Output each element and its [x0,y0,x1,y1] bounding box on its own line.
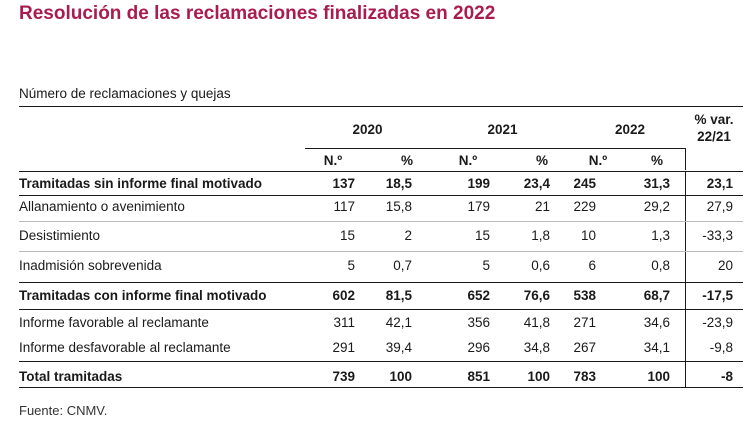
cell-pct-2021: 41,8 [523,315,550,330]
row-label: Inadmisión sobrevenida [19,258,162,273]
row-label: Total tramitadas [19,369,123,384]
row-label: Allanamiento o avenimiento [19,199,185,214]
cell-pct-2021: 1,8 [531,228,550,243]
var-column-separator [685,311,686,336]
cell-n-2021: 652 [467,288,490,303]
row-separator-rule [19,195,743,196]
cell-pct-2020: 18,5 [385,176,412,191]
var-column-separator [685,224,686,254]
var-column-separator [685,284,686,311]
table-subtitle: Número de reclamaciones y quejas [19,86,231,101]
cell-n-2020: 291 [332,340,355,355]
cell-pct-2021: 0,6 [531,258,550,273]
cell-n-2021: 851 [467,369,490,384]
row-label: Tramitadas con informe final motivado [19,288,267,303]
cell-pct-2022: 1,3 [651,228,670,243]
row-separator-rule [19,361,743,362]
cell-pct-2021: 34,8 [523,340,550,355]
subheader-pct-2022: % [650,153,663,168]
cell-n-2021: 179 [467,199,490,214]
cell-n-2020: 5 [347,258,355,273]
cell-n-2022: 783 [573,369,596,384]
cell-n-2020: 311 [333,315,355,330]
row-label: Informe favorable al reclamante [19,315,209,330]
cell-pct-2020: 39,4 [385,340,412,355]
cell-var-22-21: -8 [720,369,733,384]
var-column-separator [685,365,686,387]
cell-n-2022: 229 [573,199,596,214]
cell-pct-2020: 15,8 [385,199,412,214]
cell-pct-2021: 21 [534,199,550,214]
cell-n-2021: 199 [467,176,490,191]
cell-pct-2020: 42,1 [385,315,412,330]
cell-pct-2022: 31,3 [643,176,670,191]
cell-n-2022: 6 [588,258,596,273]
cell-pct-2022: 34,1 [643,340,670,355]
source-note: Fuente: CNMV. [19,403,108,418]
cell-n-2020: 602 [332,288,355,303]
cell-n-2021: 5 [482,258,490,273]
row-separator-rule [19,282,743,283]
cell-pct-2020: 81,5 [385,288,412,303]
cell-pct-2021: 23,4 [523,176,550,191]
header-bottom-rule [19,171,743,172]
cell-pct-2022: 100 [647,369,670,384]
cell-n-2021: 15 [474,228,490,243]
cell-n-2022: 245 [573,176,596,191]
subheader-pct-2020: % [400,153,413,168]
page-title: Resolución de las reclamaciones finaliza… [19,3,496,24]
cell-var-22-21: -23,9 [702,315,733,330]
var-column-separator [685,172,686,195]
var-column-separator [685,195,686,224]
cell-pct-2022: 0,8 [651,258,670,273]
cell-pct-2021: 76,6 [523,288,550,303]
cell-n-2021: 356 [467,315,490,330]
cell-n-2020: 117 [333,199,355,214]
cell-n-2022: 267 [573,340,596,355]
subheader-n-2022: N.º [588,153,608,168]
var-column-separator [685,254,686,284]
cell-pct-2021: 100 [527,369,550,384]
var-column-separator [685,336,686,365]
table-top-rule [19,106,743,107]
row-label: Tramitadas sin informe final motivado [19,176,263,191]
year-header-2021: 2021 [487,122,518,137]
cell-n-2020: 137 [332,176,355,191]
row-label: Informe desfavorable al reclamante [19,340,231,355]
cell-n-2022: 538 [573,288,596,303]
row-separator-rule [19,251,743,252]
cell-n-2022: 10 [580,228,596,243]
cell-var-22-21: -17,5 [702,288,733,303]
cell-pct-2022: 68,7 [643,288,670,303]
var-column-separator [685,148,686,170]
cell-n-2022: 271 [573,315,596,330]
row-separator-rule [19,309,743,310]
years-underline [305,148,685,149]
cell-pct-2020: 100 [389,369,412,384]
cell-var-22-21: -33,3 [702,228,733,243]
cell-pct-2020: 2 [404,228,412,243]
cell-var-22-21: -9,8 [709,340,733,355]
row-separator-rule [19,221,743,222]
row-label: Desistimiento [19,228,101,243]
subheader-n-2021: N.º [458,153,478,168]
table-bottom-rule [19,387,743,388]
cell-var-22-21: 23,1 [706,176,733,191]
var-header: % var. 22/21 [694,112,734,144]
year-header-2020: 2020 [352,122,383,137]
cell-n-2020: 739 [332,369,355,384]
cell-n-2020: 15 [339,228,355,243]
cell-pct-2022: 34,6 [643,315,670,330]
subheader-pct-2021: % [535,153,548,168]
cell-var-22-21: 20 [717,258,733,273]
cell-var-22-21: 27,9 [706,199,733,214]
cell-pct-2022: 29,2 [643,199,670,214]
cell-pct-2020: 0,7 [393,258,412,273]
subheader-n-2020: N.º [323,153,343,168]
year-header-2022: 2022 [614,122,646,137]
cell-n-2021: 296 [467,340,490,355]
